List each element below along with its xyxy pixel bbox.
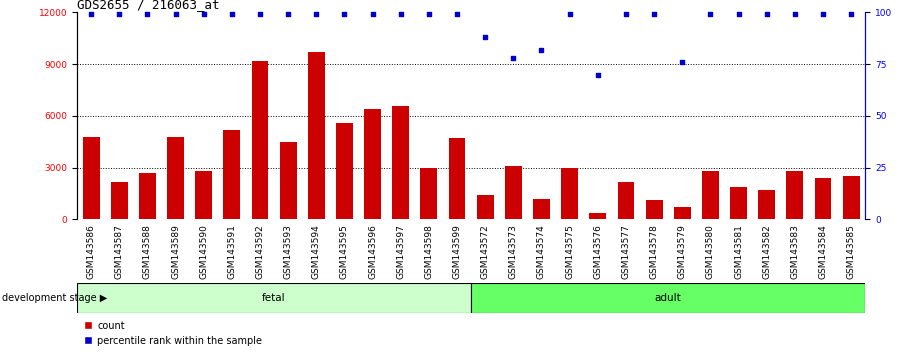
- Bar: [618, 182, 634, 219]
- Bar: [533, 199, 550, 219]
- Bar: [336, 123, 353, 219]
- Bar: [814, 178, 832, 219]
- Text: GSM143591: GSM143591: [227, 224, 236, 279]
- Point: [169, 12, 183, 17]
- Point: [281, 12, 295, 17]
- Bar: [224, 130, 240, 219]
- Bar: [167, 137, 184, 219]
- Point: [197, 12, 211, 17]
- Text: GSM143589: GSM143589: [171, 224, 180, 279]
- Bar: [280, 142, 296, 219]
- Bar: [111, 182, 128, 219]
- Bar: [674, 207, 690, 219]
- Bar: [77, 283, 471, 313]
- Point: [449, 12, 464, 17]
- Point: [225, 12, 239, 17]
- Text: GSM143588: GSM143588: [143, 224, 152, 279]
- Point: [535, 47, 549, 52]
- Bar: [364, 109, 381, 219]
- Bar: [786, 171, 804, 219]
- Point: [787, 12, 802, 17]
- Text: GSM143596: GSM143596: [368, 224, 377, 279]
- Text: fetal: fetal: [262, 293, 286, 303]
- Text: GSM143584: GSM143584: [818, 224, 827, 279]
- Text: GSM143587: GSM143587: [115, 224, 124, 279]
- Text: GSM143580: GSM143580: [706, 224, 715, 279]
- Bar: [448, 138, 466, 219]
- Point: [563, 12, 577, 17]
- Text: GSM143579: GSM143579: [678, 224, 687, 279]
- Text: GSM143598: GSM143598: [424, 224, 433, 279]
- Point: [703, 12, 718, 17]
- Text: GSM143585: GSM143585: [846, 224, 855, 279]
- Bar: [252, 61, 268, 219]
- Bar: [139, 173, 156, 219]
- Text: GSM143578: GSM143578: [650, 224, 659, 279]
- Bar: [82, 137, 100, 219]
- Point: [619, 12, 633, 17]
- Point: [112, 12, 127, 17]
- Bar: [477, 195, 494, 219]
- Text: GSM143594: GSM143594: [312, 224, 321, 279]
- Text: development stage ▶: development stage ▶: [2, 293, 107, 303]
- Point: [365, 12, 380, 17]
- Text: GSM143593: GSM143593: [284, 224, 293, 279]
- Bar: [471, 283, 865, 313]
- Bar: [702, 171, 718, 219]
- Bar: [308, 52, 324, 219]
- Point: [843, 12, 858, 17]
- Point: [84, 12, 99, 17]
- Bar: [758, 190, 776, 219]
- Text: GSM143583: GSM143583: [790, 224, 799, 279]
- Point: [675, 59, 689, 65]
- Text: GSM143586: GSM143586: [87, 224, 96, 279]
- Point: [478, 34, 493, 40]
- Point: [337, 12, 352, 17]
- Point: [647, 12, 661, 17]
- Point: [393, 12, 408, 17]
- Text: GSM143573: GSM143573: [509, 224, 518, 279]
- Bar: [420, 168, 438, 219]
- Text: GSM143577: GSM143577: [622, 224, 631, 279]
- Point: [506, 55, 521, 61]
- Bar: [646, 200, 662, 219]
- Text: GSM143590: GSM143590: [199, 224, 208, 279]
- Text: GSM143572: GSM143572: [481, 224, 490, 279]
- Point: [731, 12, 746, 17]
- Text: adult: adult: [655, 293, 681, 303]
- Text: GSM143581: GSM143581: [734, 224, 743, 279]
- Legend: count, percentile rank within the sample: count, percentile rank within the sample: [82, 321, 263, 346]
- Text: GSM143592: GSM143592: [255, 224, 265, 279]
- Text: GSM143595: GSM143595: [340, 224, 349, 279]
- Bar: [561, 168, 578, 219]
- Bar: [730, 187, 747, 219]
- Bar: [196, 171, 212, 219]
- Bar: [505, 166, 522, 219]
- Text: GSM143575: GSM143575: [565, 224, 574, 279]
- Text: GSM143576: GSM143576: [593, 224, 602, 279]
- Text: GSM143599: GSM143599: [452, 224, 461, 279]
- Point: [309, 12, 323, 17]
- Point: [421, 12, 436, 17]
- Text: GSM143574: GSM143574: [537, 224, 546, 279]
- Text: GSM143597: GSM143597: [396, 224, 405, 279]
- Bar: [843, 176, 860, 219]
- Bar: [589, 212, 606, 219]
- Bar: [392, 105, 410, 219]
- Point: [140, 12, 155, 17]
- Point: [253, 12, 267, 17]
- Point: [759, 12, 774, 17]
- Text: GSM143582: GSM143582: [762, 224, 771, 279]
- Point: [815, 12, 830, 17]
- Text: GDS2655 / 216063_at: GDS2655 / 216063_at: [77, 0, 219, 11]
- Point: [591, 72, 605, 78]
